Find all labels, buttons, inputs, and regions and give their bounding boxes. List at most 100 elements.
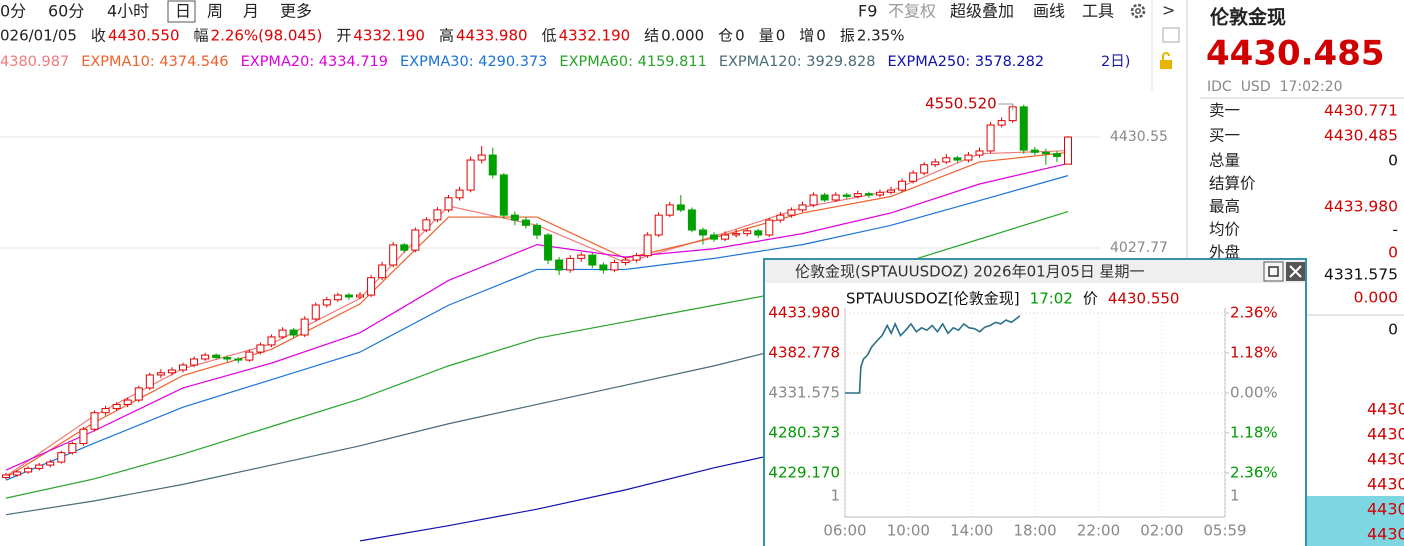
quote-meta: USD: [1241, 79, 1271, 95]
candle-body: [687, 209, 696, 231]
quote-meta: IDC: [1207, 79, 1232, 95]
x-tick-label: 22:00: [1077, 522, 1120, 540]
candle-body: [710, 234, 718, 240]
candle-body: [986, 124, 995, 152]
candle-body: [1030, 149, 1039, 153]
candle-body: [964, 154, 973, 161]
lock-body[interactable]: [1160, 60, 1172, 69]
period-tab[interactable]: 更多: [280, 2, 312, 21]
tick-price: 4430: [1367, 400, 1404, 419]
y2-tick-label: 1.18%: [1230, 343, 1278, 361]
settings-icon[interactable]: [1130, 3, 1146, 19]
quote-title: 伦敦金现: [1210, 6, 1286, 29]
candle-body: [809, 194, 818, 206]
x-tick-label: 05:59: [1203, 522, 1246, 540]
y2-tick-label: 0.00%: [1230, 383, 1278, 401]
candle-body: [864, 193, 873, 196]
y2-tick-label: 2.36%: [1230, 463, 1278, 481]
candle-body: [311, 304, 320, 320]
y-tick-label: 4280.373: [768, 423, 840, 441]
candle-body: [488, 154, 497, 176]
candle-body: [798, 204, 807, 211]
candle-body: [499, 174, 508, 216]
candle-body: [79, 428, 88, 445]
info-value: 2.35%: [857, 27, 905, 45]
x-tick-label: 06:00: [823, 522, 866, 540]
info-label: 增: [799, 27, 814, 45]
info-label: 高: [439, 27, 454, 45]
tool-button[interactable]: F9: [858, 2, 877, 21]
candle-body: [2, 474, 10, 478]
x-tick-label: 10:00: [887, 522, 930, 540]
candle-body: [145, 374, 154, 389]
candle-body: [698, 229, 707, 236]
quote-row-label: 均价: [1209, 221, 1241, 239]
candle-body: [378, 264, 387, 279]
popup-window: 伦敦金现(SPTAUUSDOZ) 2026年01月05日 星期一 SPTAUUSD…: [763, 258, 1307, 546]
quote-row-label: 结算价: [1209, 174, 1256, 193]
quote-row-label: 卖一: [1209, 102, 1240, 120]
candle-body: [134, 387, 143, 401]
candle-body: [621, 259, 630, 264]
period-tab[interactable]: 60分: [48, 2, 84, 21]
candle-body: [754, 230, 763, 236]
candle-body: [13, 471, 22, 476]
volume-label: 1: [1230, 487, 1240, 505]
candle-body: [35, 464, 44, 469]
wp-icon[interactable]: [1162, 27, 1180, 43]
candle-body: [975, 150, 984, 156]
period-tab[interactable]: 月: [243, 2, 259, 21]
candle-body: [665, 204, 674, 216]
quote-row-value: 0: [1388, 321, 1398, 339]
volume-label: 1: [830, 487, 840, 505]
tool-button[interactable]: 画线: [1033, 2, 1065, 21]
candle-body: [201, 354, 210, 360]
candle-body: [820, 194, 829, 201]
tool-button[interactable]: 工具: [1082, 2, 1114, 21]
period-tab[interactable]: 周: [207, 2, 223, 21]
candle-body: [101, 408, 110, 414]
info-value: 0: [776, 27, 786, 45]
candle-body: [1019, 106, 1028, 151]
quote-row-value: 4430.771: [1324, 102, 1398, 120]
restore-glyph: [1268, 266, 1279, 277]
candle-body: [875, 191, 884, 196]
legend-entry: 4380.987: [0, 54, 69, 70]
candle-body: [555, 259, 564, 271]
quote-row-value: -: [1392, 221, 1398, 239]
candle-body: [245, 351, 254, 361]
info-value: 2.26%(98.045): [211, 27, 323, 45]
popup-header: SPTAUUSDOZ[伦敦金现]: [846, 290, 1020, 308]
y-tick-label: 4027.77: [1110, 240, 1168, 256]
legend-entry: EXPMA120: 3929.828: [719, 54, 876, 70]
quote-row-value: 0: [1388, 152, 1398, 170]
period-tab[interactable]: 日: [175, 2, 191, 21]
restore-button[interactable]: [1263, 261, 1284, 282]
x-tick-label: 02:00: [1140, 522, 1183, 540]
legend-entry: EXPMA10: 4374.546: [81, 54, 228, 70]
candle-body: [278, 329, 287, 338]
y2-tick-label: 2.36%: [1230, 304, 1278, 322]
high-marker: [998, 103, 1014, 110]
candle-body: [356, 294, 364, 298]
tool-button[interactable]: 不复权: [888, 2, 936, 21]
quote-row-label: 总量: [1209, 152, 1240, 170]
tool-button[interactable]: 超级叠加: [950, 2, 1014, 21]
date: 026/01/05: [0, 27, 77, 45]
info-label: 结: [644, 27, 659, 45]
period-tab[interactable]: 0分: [0, 2, 26, 21]
quote-row-value: 4433.980: [1324, 198, 1398, 216]
candle-body: [212, 354, 221, 359]
nav-arrow[interactable]: >: [1162, 1, 1175, 20]
quote-row-value: 4331.575: [1324, 266, 1398, 284]
close-glyph: [1289, 265, 1302, 278]
ema-line: [5, 151, 1069, 478]
info-value: 0.000: [661, 27, 704, 45]
candle-body: [57, 452, 66, 463]
period-tab[interactable]: 4小时: [107, 2, 149, 21]
candle-body: [887, 189, 895, 193]
candle-body: [942, 157, 951, 163]
legend-entry: EXPMA250: 3578.282: [887, 54, 1044, 70]
info-value: 0: [735, 27, 745, 45]
